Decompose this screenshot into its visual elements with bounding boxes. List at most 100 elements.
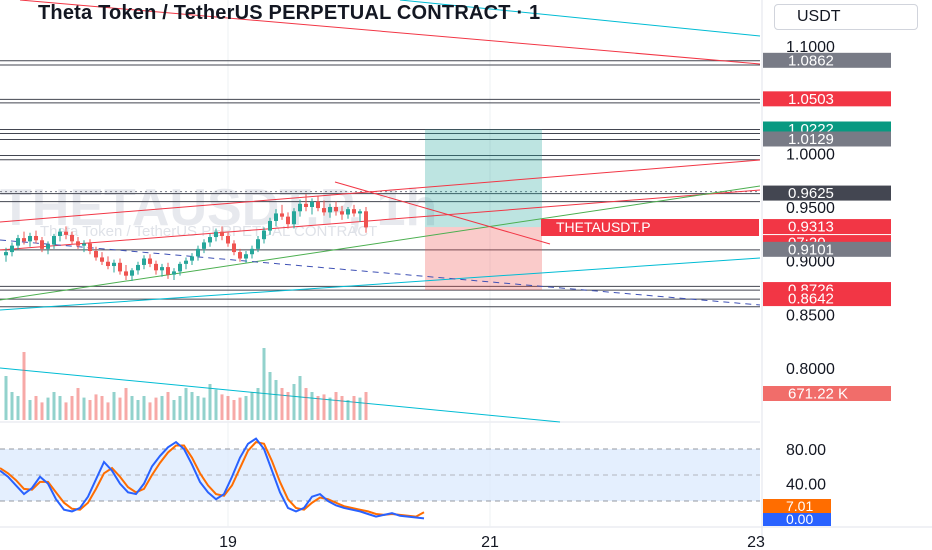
candle-body-0 — [4, 252, 8, 256]
candle-body-51 — [310, 201, 314, 207]
candle-body-56 — [340, 211, 344, 215]
position-profit-zone — [425, 129, 542, 228]
candle-body-5 — [34, 235, 38, 241]
candle-body-46 — [280, 213, 284, 217]
price-badge-1: 1.0503 — [763, 91, 891, 108]
volume-bar-56 — [340, 396, 344, 420]
trendline-red-top[interactable] — [19, 0, 761, 65]
candle-body-23 — [142, 258, 146, 265]
volume-bar-42 — [256, 388, 260, 420]
volume-bar-12 — [76, 388, 80, 420]
volume-bar-51 — [310, 392, 314, 420]
candle-body-16 — [100, 257, 104, 262]
volume-bar-26 — [160, 396, 164, 420]
volume-bar-32 — [196, 396, 200, 420]
chart-title: Theta Token / TetherUS PERPETUAL CONTRAC… — [38, 2, 541, 24]
volume-bar-21 — [130, 396, 134, 420]
candle-body-17 — [106, 261, 110, 267]
volume-bar-45 — [274, 380, 278, 420]
long-position-tool[interactable] — [425, 129, 542, 291]
price-tick-5: 0.8000 — [786, 361, 835, 378]
trendline-teal-lower[interactable] — [0, 257, 761, 311]
price-badge-label: 1.0862 — [788, 52, 834, 69]
candle-body-36 — [220, 231, 224, 236]
volume-bar-28 — [172, 400, 176, 420]
trendline-red-channel-top[interactable] — [0, 159, 761, 223]
volume-bar-31 — [190, 392, 194, 420]
volume-bar-29 — [178, 396, 182, 420]
trendline-red-down[interactable] — [334, 181, 551, 245]
volume-bar-10 — [64, 402, 68, 420]
price-badge-bg — [763, 131, 891, 147]
candle-body-50 — [304, 203, 308, 207]
price-badge-bg — [763, 91, 891, 107]
volume-badge-label: 671.22 K — [788, 386, 848, 403]
candle-body-9 — [58, 231, 62, 236]
candle-body-31 — [190, 256, 194, 261]
volume-bar-24 — [148, 402, 152, 420]
candle-body-29 — [178, 263, 182, 272]
candle-body-41 — [250, 248, 254, 255]
candle-body-11 — [70, 234, 74, 242]
candle-body-32 — [196, 248, 200, 257]
currency-selector[interactable]: USDT — [774, 4, 918, 30]
candle-body-30 — [184, 260, 188, 264]
candle-body-49 — [298, 203, 302, 212]
price-badge-bg — [763, 219, 891, 235]
stoch-tick-0: 80.00 — [786, 442, 826, 459]
candle-body-18 — [112, 262, 116, 267]
candle-body-54 — [328, 206, 332, 213]
volume-bar-9 — [58, 396, 62, 420]
volume-bar-34 — [208, 384, 212, 420]
price-badge-bg — [763, 241, 891, 257]
volume-bar-35 — [214, 389, 218, 420]
stoch-k-line — [0, 437, 425, 520]
candle-body-44 — [268, 220, 272, 231]
price-tick-0: 1.1000 — [786, 39, 835, 56]
volume-bar-23 — [142, 396, 146, 420]
volume-bar-7 — [46, 397, 50, 420]
trendline-green[interactable] — [0, 185, 761, 301]
candle-body-42 — [256, 239, 260, 249]
price-tick-2: 0.9500 — [786, 200, 835, 217]
candle-body-14 — [88, 243, 92, 252]
time-tick-0: 19 — [219, 534, 237, 550]
price-badge-7: 0.9101 — [763, 241, 891, 258]
horizontal-levels — [0, 60, 760, 308]
trendline-teal-top[interactable] — [399, 0, 761, 37]
candle-body-35 — [214, 231, 218, 238]
volume-bar-46 — [280, 388, 284, 420]
price-badge-4: 0.9625 — [763, 185, 891, 202]
candle-body-39 — [238, 252, 242, 259]
volume-bar-11 — [70, 396, 74, 420]
stoch-k-badge-bg — [763, 513, 831, 526]
volume-bar-25 — [154, 397, 158, 420]
candle-body-26 — [160, 267, 164, 271]
time-axis[interactable]: 19 21 23 — [219, 534, 765, 550]
volume-bar-18 — [112, 392, 116, 420]
candle-body-24 — [148, 258, 152, 264]
stoch-d-badge: 7.01 — [763, 498, 831, 514]
price-axis[interactable]: 1.1000 1.0000 0.9500 0.9000 0.8500 0.8000 80.0… — [786, 39, 835, 494]
price-tick-3: 0.9000 — [786, 254, 835, 271]
time-tick-1: 21 — [481, 534, 499, 550]
time-tick-2: 23 — [747, 534, 765, 550]
trendline-red-channel-mid[interactable] — [0, 189, 761, 251]
trendline-teal-volume[interactable] — [0, 367, 561, 423]
candlesticks — [4, 194, 368, 282]
volume-bar-52 — [316, 396, 320, 420]
symbol-badge: THETAUSDT.P — [556, 219, 651, 235]
candle-body-45 — [274, 213, 278, 221]
price-tick-4: 0.8500 — [786, 307, 835, 324]
candle-body-22 — [136, 264, 140, 271]
volume-bar-41 — [250, 392, 254, 420]
candle-body-59 — [358, 211, 362, 214]
volume-bar-2 — [16, 396, 20, 420]
volume-bar-33 — [202, 397, 206, 420]
volume-badge: 671.22 K — [763, 386, 891, 403]
volume-bar-4 — [28, 400, 32, 420]
volume-bar-1 — [10, 392, 14, 420]
price-badge-label: 1.0503 — [788, 91, 834, 108]
candle-body-57 — [346, 209, 350, 215]
